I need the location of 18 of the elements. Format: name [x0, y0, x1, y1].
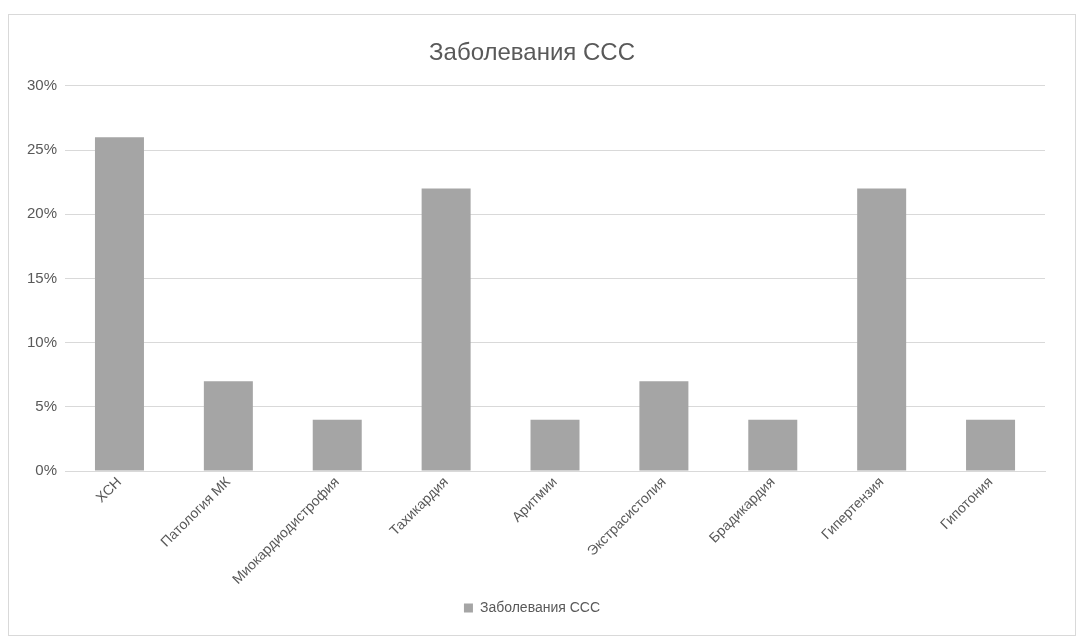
- bar: [966, 419, 1016, 471]
- y-tick-label: 20%: [26, 204, 58, 222]
- bar: [312, 419, 362, 471]
- legend-label: Заболевания ССС: [479, 598, 601, 615]
- y-tick-label: 5%: [35, 397, 58, 414]
- bar: [94, 137, 144, 471]
- y-tick-label: 30%: [26, 75, 58, 93]
- bar: [421, 188, 471, 471]
- y-tick-label: 0%: [35, 461, 58, 479]
- bar: [748, 419, 798, 471]
- bar: [639, 381, 689, 471]
- bar: [857, 188, 907, 471]
- bar: [530, 419, 580, 471]
- bar: [203, 381, 253, 471]
- chart-title: Заболевания ССС: [429, 38, 635, 66]
- y-tick-label: 15%: [26, 268, 58, 286]
- y-tick-label: 25%: [26, 140, 58, 158]
- y-tick-label: 10%: [26, 332, 58, 350]
